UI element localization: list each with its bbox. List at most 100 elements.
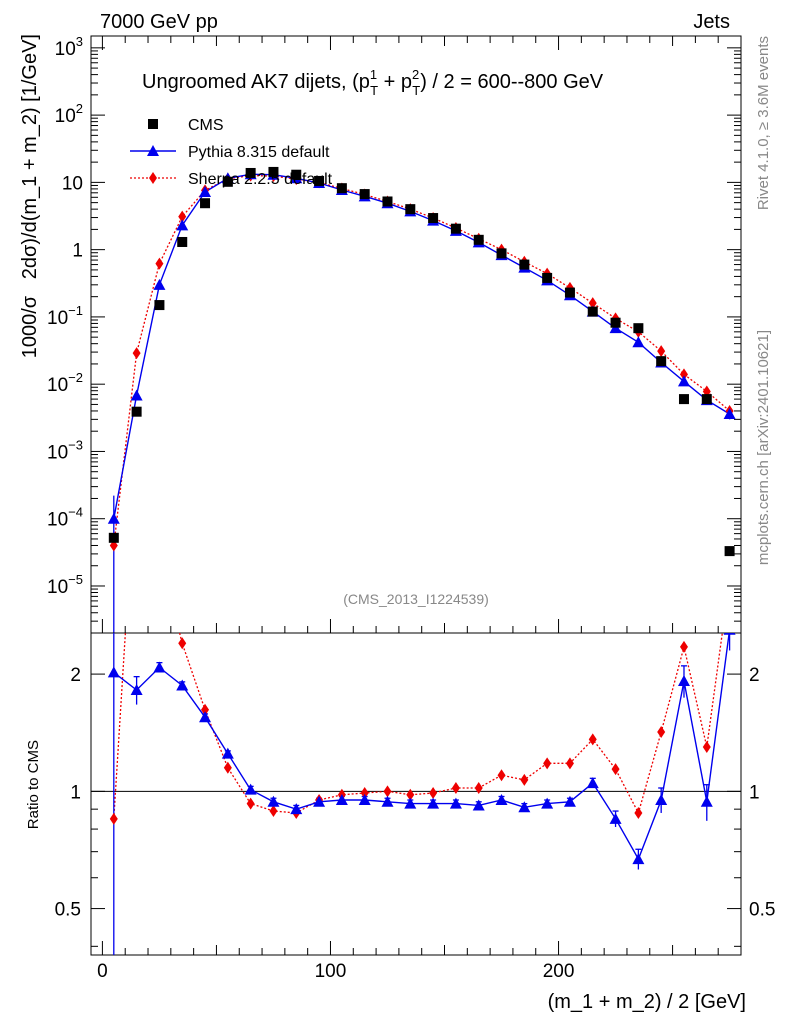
pythia-ratio-point bbox=[472, 799, 485, 811]
x-axis-title: (m_1 + m_2) / 2 [GeV] bbox=[548, 991, 746, 1013]
sherpa-ratio-point bbox=[679, 640, 688, 653]
cms-point bbox=[314, 175, 325, 186]
sherpa-ratio-point bbox=[588, 733, 597, 746]
sherpa-ratio-point bbox=[520, 773, 529, 786]
header-right-label: Jets bbox=[693, 11, 730, 33]
sherpa-ratio-point bbox=[178, 637, 187, 650]
sherpa-ratio-point bbox=[383, 785, 392, 798]
plot-title-sub2: T bbox=[412, 83, 420, 98]
pythia-ratio-point bbox=[199, 711, 212, 723]
pythia-ratio-point bbox=[404, 797, 417, 809]
pythia-ratio-point bbox=[518, 801, 531, 813]
pythia-ratio-point bbox=[655, 794, 668, 806]
cms-point bbox=[724, 546, 735, 557]
sherpa-ratio-point bbox=[474, 781, 483, 794]
sherpa-point bbox=[132, 347, 141, 360]
ratio-y-tick-label-right: 1 bbox=[749, 782, 760, 803]
ratio-y-tick-label-right: 0.5 bbox=[749, 900, 775, 921]
sherpa-ratio-point bbox=[429, 787, 438, 800]
pythia-ratio-point bbox=[130, 684, 143, 696]
legend-label-1: Pythia 8.315 default bbox=[188, 144, 330, 161]
cms-point bbox=[519, 259, 530, 270]
pythia-ratio-point bbox=[358, 794, 371, 806]
cms-point bbox=[610, 317, 621, 328]
pythia-point bbox=[677, 375, 690, 387]
y-tick-label: 10−4 bbox=[47, 505, 83, 531]
cms-point bbox=[268, 166, 279, 177]
y-tick-exponent: −4 bbox=[68, 505, 83, 520]
sherpa-ratio-point bbox=[406, 788, 415, 801]
sherpa-point bbox=[178, 210, 187, 223]
sherpa-ratio-point bbox=[269, 805, 278, 818]
pythia-line bbox=[113, 173, 730, 519]
plot-title-post: ) / 2 = 600--800 GeV bbox=[420, 71, 604, 93]
pythia-point bbox=[153, 278, 166, 290]
plot-title-plus: + p bbox=[378, 71, 412, 93]
pythia-point bbox=[199, 185, 212, 197]
sherpa-ratio-line bbox=[113, 633, 723, 819]
analysis-label: (CMS_2013_I1224539) bbox=[343, 591, 489, 607]
pythia-ratio-point bbox=[632, 853, 645, 865]
sherpa-ratio-point bbox=[611, 763, 620, 776]
y-tick-label: 1 bbox=[72, 241, 83, 262]
plot-title-sup2: 2 bbox=[412, 67, 419, 82]
sherpa-ratio-point bbox=[201, 703, 210, 716]
pythia-ratio-point bbox=[427, 797, 440, 809]
y-tick-exponent: −1 bbox=[68, 303, 83, 318]
sherpa-ratio-point bbox=[246, 797, 255, 810]
y-tick-base: 10 bbox=[47, 442, 68, 463]
pythia-ratio-point bbox=[677, 674, 690, 686]
cms-point bbox=[359, 189, 370, 200]
plot-title: Ungroomed AK7 dijets, (p1 T + p2 T) / 2 = … bbox=[142, 67, 604, 98]
y-tick-exponent: 2 bbox=[76, 101, 83, 116]
sherpa-ratio-point bbox=[109, 812, 118, 825]
plot-title-sub1: T bbox=[370, 83, 378, 98]
sherpa-point bbox=[155, 257, 164, 270]
cms-point bbox=[336, 183, 347, 194]
y-tick-base: 10 bbox=[55, 39, 76, 60]
pythia-point bbox=[176, 219, 189, 231]
pythia-ratio-point bbox=[335, 794, 348, 806]
cms-point bbox=[200, 198, 211, 209]
sherpa-ratio-point bbox=[634, 806, 643, 819]
ratio-y-axis-title: Ratio to CMS bbox=[25, 740, 42, 829]
pythia-ratio-point bbox=[107, 666, 120, 678]
y-tick-base: 10 bbox=[47, 577, 68, 598]
sherpa-ratio-point bbox=[657, 726, 666, 739]
pythia-ratio-point bbox=[244, 783, 257, 795]
y-tick-base: 10 bbox=[47, 308, 68, 329]
legend-marker-0 bbox=[148, 119, 158, 129]
sherpa-ratio-point bbox=[497, 769, 506, 782]
pythia-point bbox=[632, 336, 645, 348]
sherpa-line bbox=[113, 174, 731, 546]
ratio-y-tick-label-right: 2 bbox=[749, 665, 760, 686]
sherpa-point bbox=[679, 368, 688, 381]
cms-point bbox=[678, 394, 689, 405]
legend: CMS Pythia 8.315 default Sherpa 2.2.5 defa… bbox=[130, 117, 333, 188]
plot-title-pre: Ungroomed AK7 dijets, (p bbox=[142, 71, 370, 93]
pythia-ratio-point bbox=[290, 803, 303, 815]
mcplots-label: mcplots.cern.ch [arXiv:2401.10621] bbox=[755, 330, 772, 565]
sherpa-ratio-point bbox=[133, 447, 141, 459]
y-tick-exponent: −3 bbox=[68, 437, 83, 452]
y-axis-title: 1000/σ 2dσ)/d(m_1 + m_2) [1/GeV] bbox=[19, 34, 41, 358]
pythia-ratio-point bbox=[586, 777, 599, 789]
sherpa-ratio-point bbox=[451, 781, 460, 794]
x-tick-label: 0 bbox=[97, 961, 108, 982]
y-tick-label: 102 bbox=[55, 101, 83, 127]
cms-point bbox=[428, 213, 439, 224]
y-tick-base: 10 bbox=[47, 510, 68, 531]
sherpa-ratio-point bbox=[726, 573, 734, 585]
cms-point bbox=[222, 176, 233, 187]
y-tick-exponent: −5 bbox=[68, 572, 83, 587]
y-tick-label: 10−1 bbox=[47, 303, 83, 329]
y-tick-label: 103 bbox=[55, 34, 83, 60]
ratio-y-tick-label-left: 1 bbox=[70, 782, 81, 803]
pythia-point bbox=[107, 512, 120, 524]
cms-point bbox=[633, 323, 644, 334]
y-tick-base: 10 bbox=[55, 106, 76, 127]
pythia-point bbox=[723, 408, 736, 420]
cms-point bbox=[245, 167, 256, 178]
rivet-version-label: Rivet 4.1.0, ≥ 3.6M events bbox=[755, 36, 772, 210]
